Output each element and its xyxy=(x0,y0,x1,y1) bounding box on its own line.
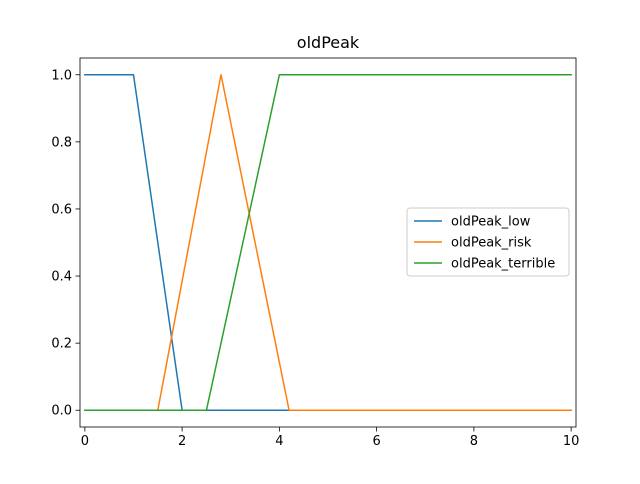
x-tick-label: 8 xyxy=(470,434,478,449)
y-tick-label: 0.4 xyxy=(51,270,72,285)
y-tick-label: 0.8 xyxy=(51,135,72,150)
legend-label: oldPeak_terrible xyxy=(451,257,555,272)
legend-box xyxy=(406,207,570,277)
plot-frame xyxy=(79,57,577,428)
x-tick-label: 4 xyxy=(275,434,283,449)
legend-label: oldPeak_risk xyxy=(451,236,532,251)
y-tick-label: 0.2 xyxy=(51,337,72,352)
axes-layer: 0 2 4 6 8 10 0.0 0.2 0.4 0.6 0.8 1.0 xyxy=(51,57,580,449)
x-tick-label: 0 xyxy=(81,434,89,449)
x-tick-label: 2 xyxy=(178,434,186,449)
y-tick-label: 0.6 xyxy=(51,202,72,217)
x-tick-label: 6 xyxy=(372,434,380,449)
y-tick-label: 0.0 xyxy=(51,404,72,419)
legend: oldPeak_low oldPeak_risk oldPeak_terrible xyxy=(406,207,570,277)
legend-label: oldPeak_low xyxy=(451,215,531,230)
series-line-oldPeak-terrible xyxy=(84,74,572,411)
chart-title: oldPeak xyxy=(297,33,360,52)
x-tick-label: 10 xyxy=(563,434,580,449)
y-tick-label: 1.0 xyxy=(51,68,72,83)
series-layer xyxy=(84,74,572,411)
